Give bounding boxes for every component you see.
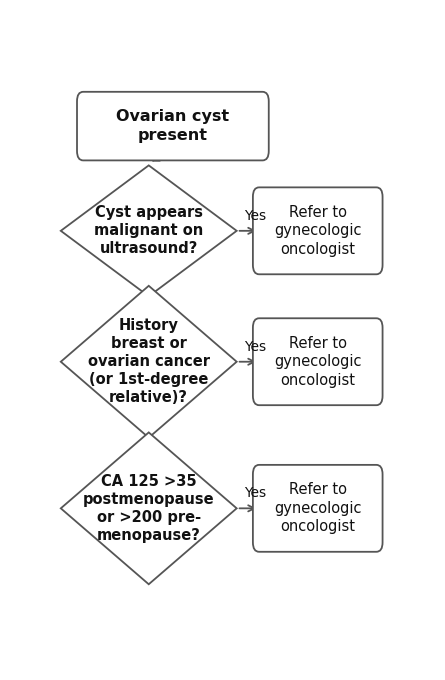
FancyBboxPatch shape [77, 92, 269, 160]
Text: Refer to
gynecologic
oncologist: Refer to gynecologic oncologist [274, 482, 361, 534]
FancyBboxPatch shape [253, 188, 383, 274]
Polygon shape [61, 286, 237, 438]
Text: Refer to
gynecologic
oncologist: Refer to gynecologic oncologist [274, 336, 361, 388]
Text: CA 125 >35
postmenopause
or >200 pre-
menopause?: CA 125 >35 postmenopause or >200 pre- me… [83, 474, 214, 543]
Text: Refer to
gynecologic
oncologist: Refer to gynecologic oncologist [274, 205, 361, 257]
FancyBboxPatch shape [253, 465, 383, 551]
Text: Yes: Yes [243, 209, 266, 223]
FancyBboxPatch shape [253, 318, 383, 405]
Text: Ovarian cyst
present: Ovarian cyst present [116, 109, 230, 143]
Text: History
breast or
ovarian cancer
(or 1st-degree
relative)?: History breast or ovarian cancer (or 1st… [88, 318, 210, 405]
Polygon shape [61, 432, 237, 584]
Text: Yes: Yes [243, 340, 266, 354]
Text: Cyst appears
malignant on
ultrasound?: Cyst appears malignant on ultrasound? [94, 205, 203, 256]
Text: Yes: Yes [243, 486, 266, 500]
Polygon shape [61, 165, 237, 296]
